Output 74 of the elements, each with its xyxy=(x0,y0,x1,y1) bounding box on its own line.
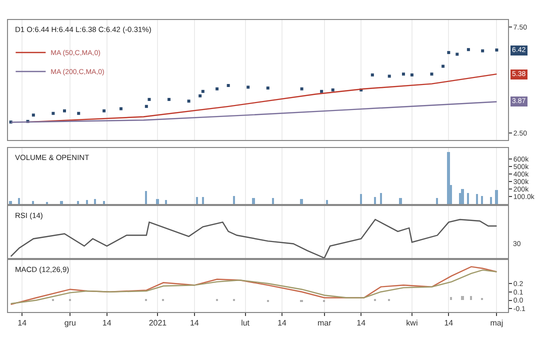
x-tick-label: kwi xyxy=(406,318,418,328)
point xyxy=(430,72,434,76)
bar xyxy=(436,198,438,204)
point xyxy=(331,88,334,92)
x-tick-label: 2021 xyxy=(148,318,168,328)
bar xyxy=(103,201,105,204)
bar xyxy=(481,196,483,204)
point xyxy=(187,100,190,103)
point xyxy=(447,51,450,54)
bar xyxy=(300,199,303,204)
bar xyxy=(32,201,34,204)
bar xyxy=(476,194,478,204)
point xyxy=(52,112,55,115)
x-tick-label: maj xyxy=(490,318,504,328)
bar xyxy=(459,193,461,204)
bar xyxy=(461,189,464,204)
point xyxy=(410,73,414,76)
point xyxy=(102,109,106,112)
x-tick-label: 14 xyxy=(190,318,200,328)
x-tick-label: 14 xyxy=(356,318,366,328)
bar xyxy=(495,190,498,204)
point xyxy=(442,64,445,68)
point xyxy=(198,94,202,98)
point xyxy=(456,52,459,56)
bar xyxy=(490,197,492,204)
bar xyxy=(202,197,204,204)
point xyxy=(402,72,405,76)
bar xyxy=(252,198,255,204)
x-tick-label: 14 xyxy=(18,318,28,328)
bar xyxy=(86,200,88,204)
bar xyxy=(360,194,362,204)
bar xyxy=(156,199,159,204)
point xyxy=(226,84,230,87)
point xyxy=(168,98,171,101)
bar xyxy=(467,193,469,204)
point xyxy=(481,49,484,52)
point xyxy=(300,87,304,90)
point xyxy=(148,98,151,101)
x-tick-label: lut xyxy=(241,318,250,328)
x-tick-label: 14 xyxy=(278,318,288,328)
point xyxy=(119,107,122,110)
x-tick-label: mar xyxy=(317,318,332,328)
bar xyxy=(18,198,20,204)
bar xyxy=(380,193,382,204)
bar xyxy=(374,197,376,204)
line-series xyxy=(10,101,498,123)
point xyxy=(495,48,498,52)
bar xyxy=(447,152,450,204)
point xyxy=(320,90,324,93)
point xyxy=(466,48,470,52)
x-tick-label: gru xyxy=(64,318,76,328)
bar xyxy=(326,200,328,204)
bar xyxy=(145,191,147,204)
bar xyxy=(272,198,274,204)
point xyxy=(32,114,35,117)
point xyxy=(201,90,204,93)
point xyxy=(63,109,66,112)
bar xyxy=(60,201,63,204)
point xyxy=(370,73,374,76)
bar xyxy=(94,199,96,204)
point xyxy=(77,112,80,115)
bar xyxy=(77,201,79,204)
point xyxy=(144,104,148,108)
bar xyxy=(399,198,402,204)
point xyxy=(266,86,270,90)
point xyxy=(388,74,391,78)
bar xyxy=(233,196,235,204)
point xyxy=(246,86,250,89)
bar xyxy=(165,200,167,204)
point xyxy=(216,87,219,90)
x-tick-label: 14 xyxy=(102,318,112,328)
bar xyxy=(9,201,12,204)
x-tick-label: 14 xyxy=(444,318,454,328)
bar xyxy=(196,197,198,204)
